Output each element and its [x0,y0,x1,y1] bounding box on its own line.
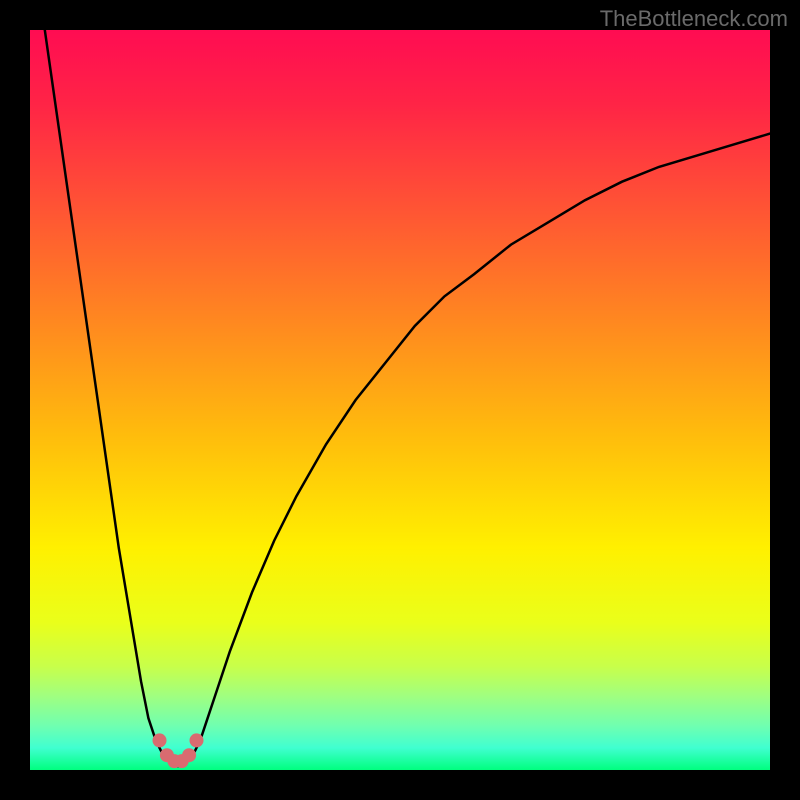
gradient-background [30,30,770,770]
marker-point [153,733,167,747]
watermark-text: TheBottleneck.com [600,6,788,32]
marker-point [190,733,204,747]
chart-container: TheBottleneck.com [0,0,800,800]
plot-area [30,30,770,770]
marker-point [182,748,196,762]
